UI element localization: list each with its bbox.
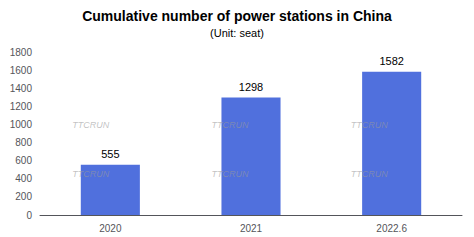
svg-text:Cumulative number of power sta: Cumulative number of power stations in C… <box>82 8 392 24</box>
svg-text:1800: 1800 <box>10 47 33 58</box>
svg-text:TTCRUN: TTCRUN <box>211 120 248 130</box>
svg-text:1582: 1582 <box>379 55 403 67</box>
svg-text:TTCRUN: TTCRUN <box>72 120 109 130</box>
svg-text:555: 555 <box>101 148 119 160</box>
svg-text:400: 400 <box>15 173 32 184</box>
svg-text:0: 0 <box>26 210 32 221</box>
svg-text:2022.6: 2022.6 <box>376 223 407 234</box>
svg-text:800: 800 <box>15 137 32 148</box>
svg-text:1400: 1400 <box>10 83 33 94</box>
svg-text:(Unit: seat): (Unit: seat) <box>210 27 264 39</box>
svg-text:1200: 1200 <box>10 101 33 112</box>
svg-text:TTCRUN: TTCRUN <box>351 120 388 130</box>
svg-text:2021: 2021 <box>240 223 263 234</box>
svg-text:1600: 1600 <box>10 65 33 76</box>
svg-text:TTCRUN: TTCRUN <box>211 169 248 179</box>
svg-text:2020: 2020 <box>99 223 122 234</box>
svg-text:600: 600 <box>15 155 32 166</box>
svg-text:200: 200 <box>15 191 32 202</box>
svg-text:1000: 1000 <box>10 119 33 130</box>
svg-text:TTCRUN: TTCRUN <box>72 169 109 179</box>
svg-text:1298: 1298 <box>239 81 263 93</box>
svg-text:TTCRUN: TTCRUN <box>351 169 388 179</box>
